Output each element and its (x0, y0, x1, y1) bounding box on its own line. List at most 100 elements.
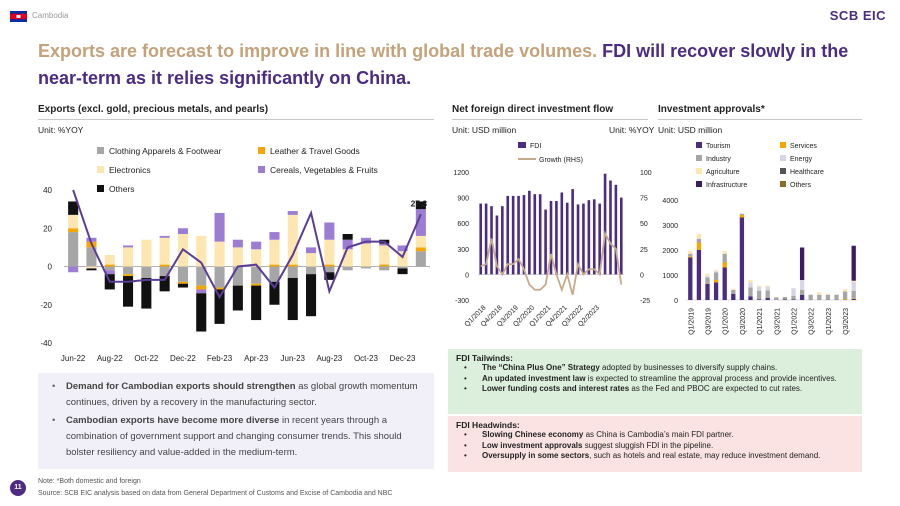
headline-part1: Exports are forecast to improve in line … (38, 41, 598, 61)
approval-bar-segment (756, 287, 762, 291)
y2-tick-label: 75 (640, 196, 648, 203)
legend-swatch (780, 155, 786, 161)
x-tick-label: Dec-23 (390, 354, 416, 363)
export-bar-segment (214, 212, 225, 242)
export-bar-segment (287, 211, 298, 215)
x-tick-label: Q3/2022 (809, 308, 816, 335)
fdi-bar (598, 203, 601, 275)
approval-bar-segment (739, 215, 745, 218)
key-points-list: Demand for Cambodian exports should stre… (38, 373, 434, 461)
approval-bar-segment (817, 292, 822, 295)
x-tick-label: Q1/2020 (723, 308, 730, 335)
headwind-bold: Low investment approvals (482, 440, 583, 450)
export-bar-segment (306, 274, 317, 317)
export-bar-segment (68, 228, 79, 233)
legend-label-growth: Growth (RHS) (539, 157, 583, 164)
export-bar-segment (123, 247, 134, 267)
y-tick-label: -300 (455, 298, 469, 305)
tailwind-bold: An updated investment law (482, 373, 586, 383)
export-bar-segment (415, 209, 426, 236)
approval-bar-segment (799, 247, 805, 280)
approvals-divider (658, 119, 862, 120)
approval-bar-segment (696, 250, 702, 300)
fdi-bar (571, 189, 574, 275)
legend-swatch-clothing (97, 147, 104, 154)
exports-title: Exports (excl. gold, precious metals, an… (38, 104, 269, 115)
approval-bar-segment (688, 256, 693, 258)
key-point-text: as global growth momentum continues, dri… (66, 381, 418, 408)
export-bar-segment (123, 245, 134, 248)
approval-bar-segment (825, 294, 831, 300)
legend-swatch (696, 155, 702, 161)
approval-bar-segment (688, 251, 693, 254)
approvals-chart: Tourism Services Industry Energy Agriculture… (662, 142, 858, 335)
approval-bar-segment (817, 294, 822, 300)
export-bar-segment (214, 241, 225, 267)
x-tick-label: Aug-23 (316, 354, 342, 363)
export-bar-segment (232, 266, 243, 286)
page-number: 11 (10, 480, 26, 496)
approval-bar-segment (791, 299, 796, 300)
export-bar-segment (342, 249, 353, 267)
approval-bar-segment (765, 290, 770, 298)
export-bar-segment (360, 243, 371, 267)
approval-bar-segment (722, 262, 727, 268)
approval-bar-segment (825, 293, 831, 295)
approval-bar-segment (713, 280, 719, 283)
fdi-chart: FDI Growth (RHS) -300 0 300 600 900 1200 -25 0 2… (453, 142, 652, 328)
fdi-bar (555, 201, 558, 275)
y-tick-label: -20 (40, 301, 52, 310)
legend-swatch (780, 142, 786, 148)
export-bar-segment (269, 264, 280, 267)
legend-label: Energy (790, 156, 813, 163)
approval-bar-segment (851, 282, 856, 291)
headwind-item: Slowing Chinese economy as China is Camb… (464, 430, 856, 441)
headwind-text: as China is Cambodia’s main FDI partner. (583, 430, 734, 439)
export-bar-segment (196, 289, 207, 294)
x-tick-label: Jun-23 (281, 354, 306, 363)
tailwind-item: The “China Plus One” Strategy adopted by… (464, 363, 856, 374)
fdi-unit-right: Unit: %YOY (609, 125, 655, 135)
fdi-bar (582, 203, 585, 275)
tailwind-item: An updated investment law is expected to… (464, 373, 856, 385)
approval-bar-segment (748, 282, 753, 288)
x-tick-label: Dec-22 (170, 354, 196, 363)
approval-bar-segment (756, 290, 762, 300)
fdi-bar (549, 201, 553, 275)
legend-swatch (696, 168, 702, 174)
x-tick-label: Aug-22 (97, 354, 123, 363)
y2-tick-label: 0 (640, 272, 644, 279)
fdi-bar (479, 203, 483, 275)
y2-tick-label: 50 (640, 221, 648, 228)
approvals-bars (688, 213, 856, 300)
export-bar-segment (251, 266, 262, 284)
y-tick-label: 4000 (662, 198, 678, 205)
y-tick-label: 600 (457, 221, 469, 228)
export-bar-segment (141, 239, 152, 267)
y-tick-label: 0 (465, 272, 469, 279)
approval-bar-segment (731, 293, 736, 300)
total-exports-line (72, 189, 422, 300)
fdi-unit-left: Unit: USD million (452, 125, 517, 135)
fdi-bar (614, 184, 618, 275)
fdi-bar (560, 192, 564, 275)
x-tick-label: Oct-23 (354, 354, 379, 363)
legend-label: Infrastructure (706, 182, 747, 189)
approval-bar-segment (791, 288, 796, 296)
exports-bars (68, 201, 426, 332)
export-bar-segment (397, 268, 408, 275)
y-tick-label: 2000 (662, 248, 678, 255)
growth-line (480, 230, 623, 296)
headwinds-list: Slowing Chinese economy as China is Camb… (448, 430, 862, 462)
legend-swatch-cereals (258, 166, 265, 173)
approval-bar-segment (851, 298, 856, 299)
export-bar-segment (306, 247, 317, 254)
export-bar-segment (415, 251, 426, 267)
export-bar-segment (360, 266, 371, 269)
key-point-item: Cambodian exports have become more diver… (52, 413, 420, 461)
brand-logo: SCB EIC (829, 8, 886, 23)
export-bar-segment (159, 266, 170, 277)
export-bar-segment (324, 264, 335, 267)
export-bar-segment (196, 293, 207, 332)
y-tick-label: 0 (48, 263, 53, 272)
